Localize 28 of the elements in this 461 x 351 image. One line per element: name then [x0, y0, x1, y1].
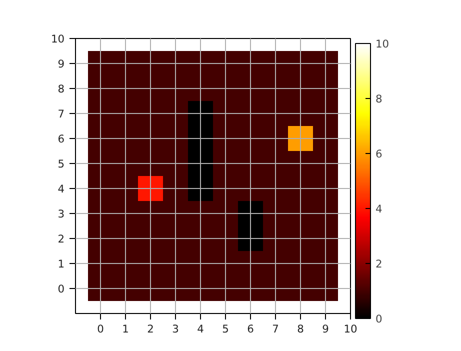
x-tick-label: 8: [297, 322, 304, 336]
x-tick-label: 4: [197, 322, 204, 336]
color-bar-label: 6: [376, 148, 382, 160]
y-tick-label: 7: [58, 108, 64, 120]
y-tick-label: 5: [58, 158, 64, 170]
x-tick-label: 0: [97, 322, 104, 336]
color-bar-label: 8: [376, 92, 382, 106]
x-tick-label: 1: [122, 322, 129, 336]
y-tick-label: 0: [58, 282, 65, 296]
x-tick-label: 10: [344, 322, 358, 336]
x-tick-label: 3: [172, 322, 179, 336]
y-tick-label: 9: [58, 58, 65, 70]
x-tick-label: 9: [322, 322, 330, 336]
color-bar-label: 10: [376, 38, 390, 50]
x-tick-label: 7: [272, 322, 279, 336]
y-tick-label: 1: [58, 258, 64, 270]
x-tick-label: 5: [222, 322, 229, 336]
x-tick-label: 6: [247, 322, 254, 336]
y-tick-label: 10: [50, 32, 65, 46]
y-tick-label: 8: [58, 82, 65, 96]
y-tick-label: 3: [58, 208, 64, 220]
y-tick-label: 6: [58, 132, 65, 146]
color-bar-label: 0: [376, 312, 382, 326]
color-bar-label: 4: [376, 202, 382, 216]
y-tick-label: 4: [58, 182, 65, 196]
color-bar-label: 2: [376, 258, 382, 270]
y-tick-label: 2: [58, 232, 64, 246]
x-tick-label: 2: [147, 322, 154, 336]
